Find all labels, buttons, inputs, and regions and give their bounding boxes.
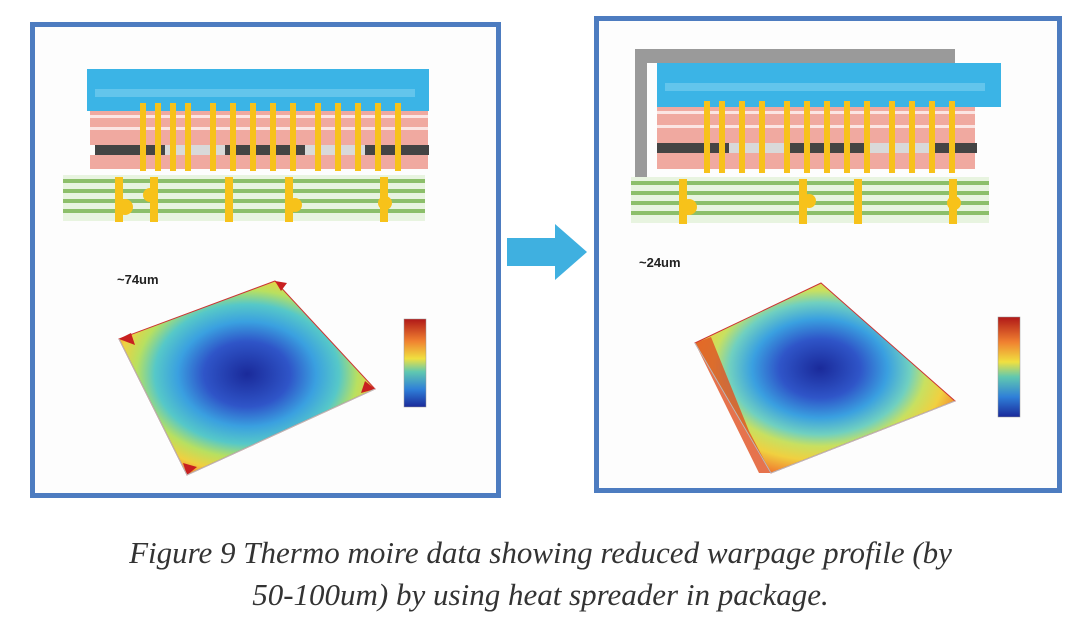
- package-cross-section-left: [63, 69, 429, 476]
- bumps: [115, 103, 401, 222]
- chip-layer: [95, 145, 429, 155]
- panel-without-heat-spreader: ~74um: [30, 22, 501, 498]
- caption-line-2: 50-100um) by using heat spreader in pack…: [252, 577, 829, 612]
- warpage-value-label: ~24um: [639, 255, 681, 270]
- chip-layer: [657, 143, 977, 153]
- caption-line-1: Figure 9 Thermo moire data showing reduc…: [129, 535, 952, 570]
- right-arrow-icon: [507, 224, 587, 280]
- package-cross-section-right: [631, 49, 1021, 474]
- warpage-map: [118, 280, 376, 476]
- heat-spreader: [635, 49, 955, 63]
- warpage-map: [694, 282, 956, 474]
- bumps: [679, 101, 961, 224]
- panel-with-heat-spreader: ~24um: [594, 16, 1062, 493]
- figure-caption: Figure 9 Thermo moire data showing reduc…: [0, 532, 1081, 616]
- color-scale: [403, 318, 427, 408]
- warpage-value-label: ~74um: [117, 272, 159, 287]
- color-scale: [997, 316, 1021, 418]
